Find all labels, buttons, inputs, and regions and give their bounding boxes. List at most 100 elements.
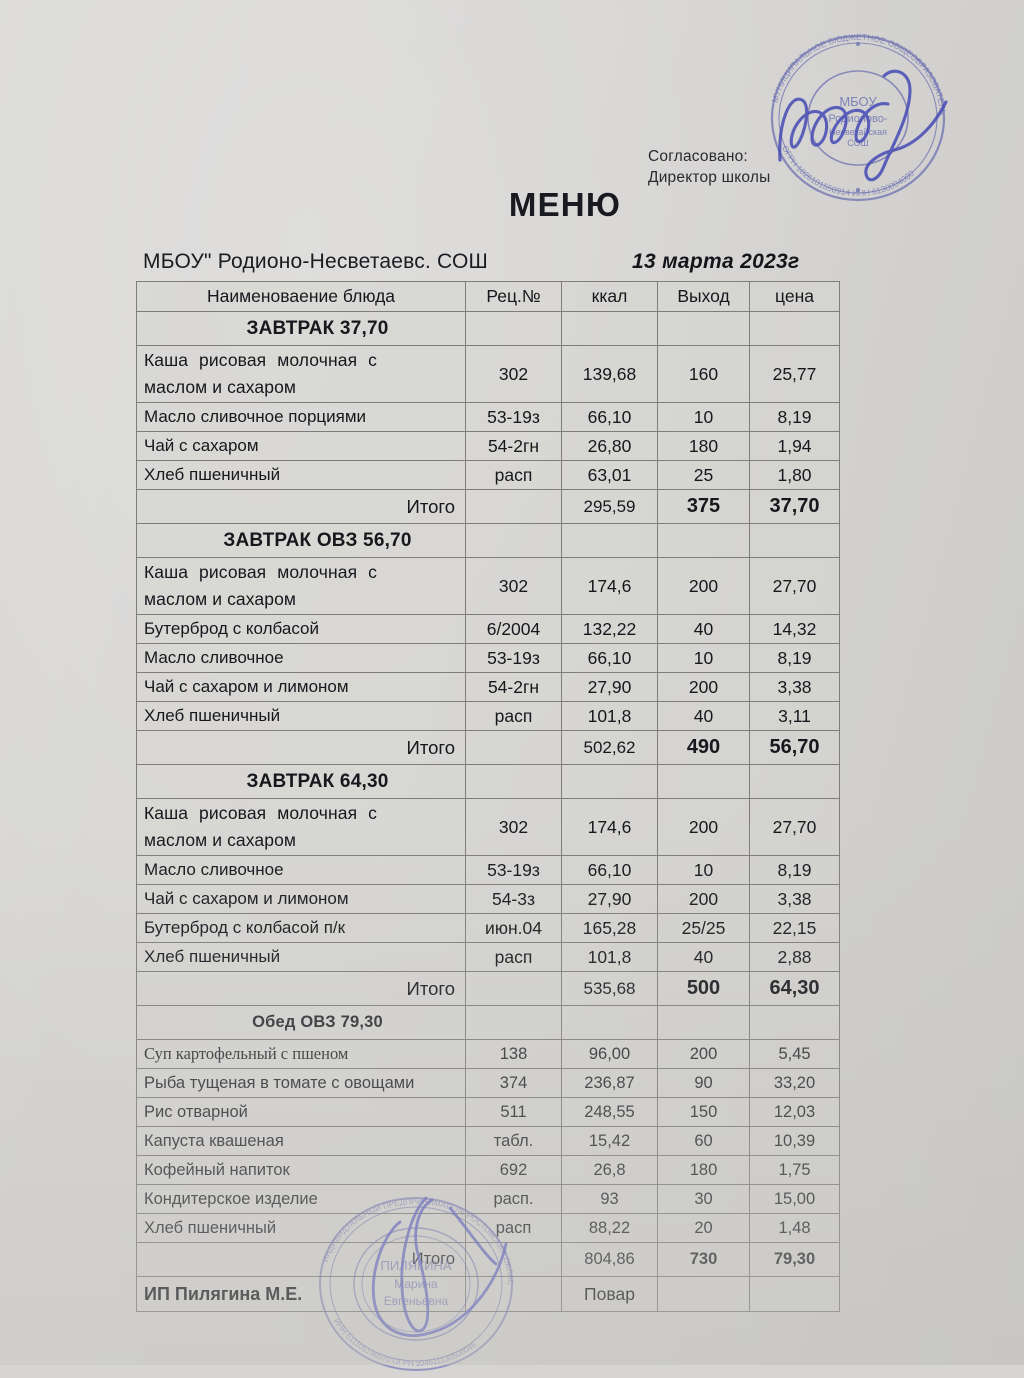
table-row: Капуста квашеная табл. 15,42 60 10,39 [136, 1126, 840, 1156]
table-row: Хлеб пшеничный расп 88,22 20 1,48 [136, 1213, 840, 1243]
section-header-row: ЗАВТРАК 37,70 [136, 311, 840, 346]
section-blank-out [657, 523, 750, 558]
stamp-top-center-2: Родионово- [828, 113, 887, 125]
dish-price: 15,00 [749, 1184, 840, 1214]
table-row: Рыба тущеная в томате с овощами 374 236,87… [136, 1068, 840, 1098]
stamp-top-center-3: Несветайская [829, 127, 887, 137]
table-row: Чай с сахаром и лимоном 54-3з 27,90 200 3,38 [136, 884, 840, 914]
dish-recipe: 53-19з [465, 643, 562, 673]
section-header-row: ЗАВТРАК 64,30 [136, 764, 840, 799]
total-output: 490 [657, 730, 750, 765]
dish-price: 14,32 [749, 614, 840, 644]
footer-blank-out [657, 1276, 750, 1312]
section-header-row: ЗАВТРАК ОВЗ 56,70 [136, 523, 840, 558]
total-label: Итого [136, 730, 466, 765]
dish-kcal: 174,6 [561, 798, 658, 856]
column-header-kcal: ккал [561, 281, 658, 312]
menu-table: Наименоваение блюда Рец.№ ккал Выход цен… [136, 281, 840, 1312]
total-kcal: 804,86 [561, 1242, 658, 1277]
stamp-top-center-1: МБОУ [839, 94, 877, 109]
dish-output: 200 [657, 672, 750, 702]
section-blank-price [749, 311, 840, 346]
total-kcal: 502,62 [561, 730, 658, 765]
dish-kcal: 236,87 [561, 1068, 658, 1098]
menu-date: 13 марта 2023г [632, 250, 800, 273]
table-row: Каша рисовая молочная с маслом и сахаром 3… [136, 345, 840, 403]
table-row: Бутерброд с колбасой 6/2004 132,22 40 14,32 [136, 614, 840, 644]
dish-output: 180 [657, 431, 750, 461]
section-title: ЗАВТРАК ОВЗ 56,70 [136, 523, 466, 558]
section-total-row: Итого 502,62 490 56,70 [136, 730, 840, 765]
stamp-top-ring-outer: МУНИЦИПАЛЬНОЕ БЮДЖЕТНОЕ ОБЩЕОБРАЗОВАТЕЛЬ… [752, 18, 948, 116]
dish-name: Рис отварной [136, 1097, 466, 1127]
dish-kcal: 27,90 [561, 884, 658, 914]
dish-output: 90 [657, 1068, 750, 1098]
dish-kcal: 26,80 [561, 431, 658, 461]
total-output: 730 [657, 1242, 750, 1277]
dish-price: 1,94 [749, 431, 840, 461]
dish-output: 10 [657, 855, 750, 885]
dish-name: Суп картофельный с пшеном [136, 1039, 466, 1069]
section-blank-out [657, 764, 750, 799]
dish-kcal: 88,22 [561, 1213, 658, 1243]
dish-kcal: 139,68 [561, 345, 658, 403]
dish-kcal: 174,6 [561, 557, 658, 615]
dish-kcal: 93 [561, 1184, 658, 1214]
dish-output: 200 [657, 1039, 750, 1069]
dish-output: 150 [657, 1097, 750, 1127]
section-blank-rec [465, 1005, 562, 1040]
dish-price: 5,45 [749, 1039, 840, 1069]
dish-recipe: 54-3з [465, 884, 562, 914]
table-row: Бутерброд с колбасой п/к июн.04 165,28 25/2… [136, 913, 840, 943]
section-blank-rec [465, 523, 562, 558]
director-signature [778, 69, 948, 182]
section-title: ЗАВТРАК 64,30 [136, 764, 466, 799]
dish-recipe: 138 [465, 1039, 562, 1069]
menu-table-wrapper: Наименоваение блюда Рец.№ ккал Выход цен… [136, 281, 840, 1312]
section-blank-kcal [561, 1005, 658, 1040]
dish-output: 200 [657, 798, 750, 856]
dish-output: 40 [657, 614, 750, 644]
dish-output: 25 [657, 460, 750, 490]
dish-price: 22,15 [749, 913, 840, 943]
dish-recipe: 302 [465, 798, 562, 856]
dish-name: Хлеб пшеничный [136, 1213, 466, 1243]
dish-name: Чай с сахаром [136, 431, 466, 461]
column-header-price: цена [749, 281, 840, 312]
dish-recipe: расп [465, 701, 562, 731]
total-label: Итого [136, 1242, 466, 1277]
approval-line-2: Директор школы [648, 169, 771, 186]
section-total-row: Итого 535,68 500 64,30 [136, 971, 840, 1006]
footer-blank-rec [465, 1276, 562, 1312]
dish-recipe: расп [465, 1213, 562, 1243]
dish-name: Масло сливочное порциями [136, 402, 466, 432]
svg-text:ИНН 611105196570 ОГРН 3046111: ИНН 611105196570 ОГРН 304611130500046 [332, 1317, 479, 1368]
dish-kcal: 101,8 [561, 701, 658, 731]
dish-output: 40 [657, 701, 750, 731]
table-row: Масло сливочное 53-19з 66,10 10 8,19 [136, 643, 840, 673]
dish-recipe: 302 [465, 345, 562, 403]
section-total-row: Итого 295,59 375 37,70 [136, 489, 840, 524]
dish-name: Кондитерское изделие [136, 1184, 466, 1214]
footer-blank-price [749, 1276, 840, 1312]
dish-recipe: расп [465, 460, 562, 490]
table-body: ЗАВТРАК 37,70 Каша рисовая молочная с масл… [136, 311, 840, 1312]
dish-recipe: 54-2гн [465, 431, 562, 461]
dish-recipe: 53-19з [465, 855, 562, 885]
dish-output: 10 [657, 643, 750, 673]
dish-price: 1,75 [749, 1155, 840, 1185]
dish-name: Хлеб пшеничный [136, 942, 466, 972]
section-blank-rec [465, 764, 562, 799]
dish-price: 8,19 [749, 402, 840, 432]
dish-recipe: 511 [465, 1097, 562, 1127]
section-blank-kcal [561, 523, 658, 558]
total-recipe [465, 730, 562, 765]
dish-output: 200 [657, 557, 750, 615]
section-blank-rec [465, 311, 562, 346]
dish-kcal: 101,8 [561, 942, 658, 972]
dish-price: 8,19 [749, 855, 840, 885]
dish-kcal: 27,90 [561, 672, 658, 702]
dish-price: 8,19 [749, 643, 840, 673]
section-blank-price [749, 523, 840, 558]
dish-recipe: расп [465, 942, 562, 972]
